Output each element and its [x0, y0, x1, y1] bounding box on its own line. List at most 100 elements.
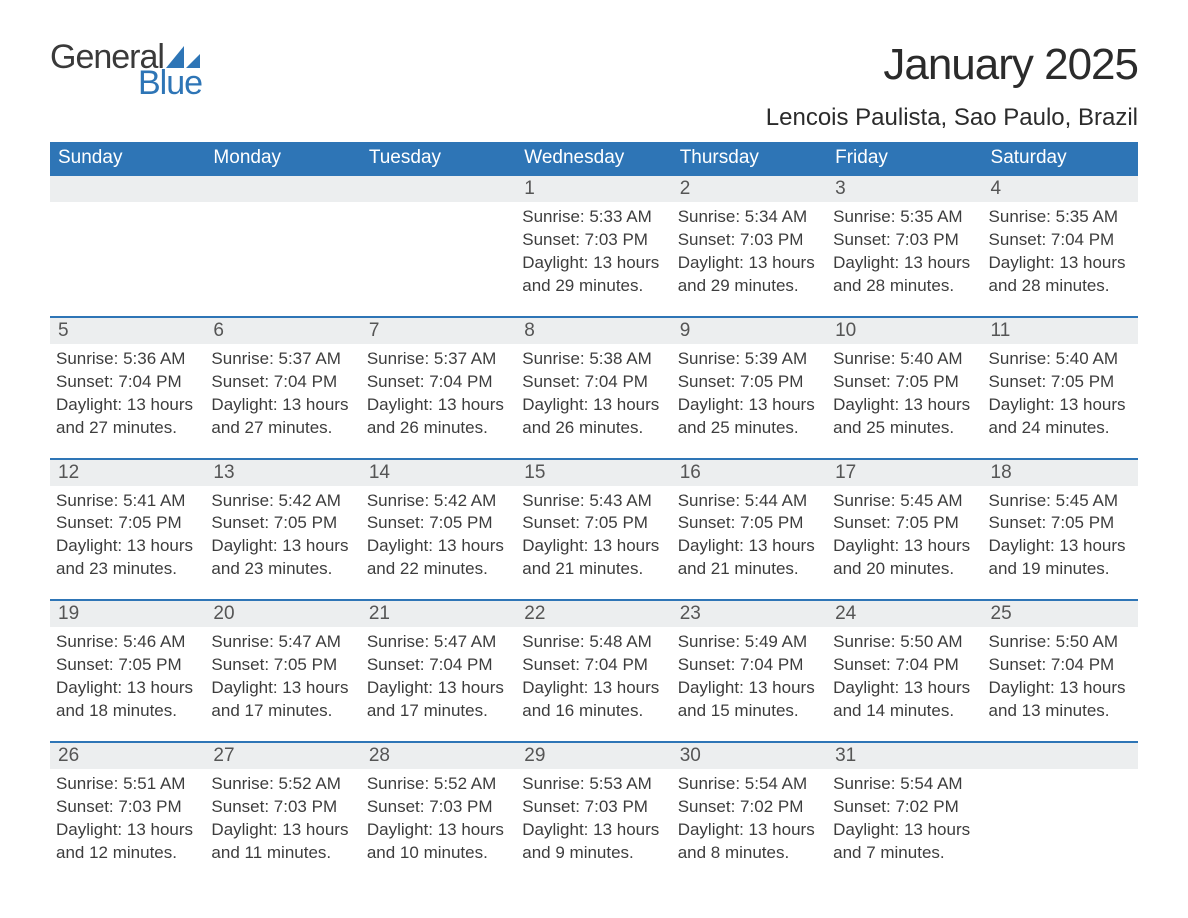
daylight-line-2: and 24 minutes. [989, 417, 1132, 440]
day-detail-cell: Sunrise: 5:54 AMSunset: 7:02 PMDaylight:… [827, 769, 982, 883]
daylight-line-1: Daylight: 13 hours [522, 252, 665, 275]
daylight-line-1: Daylight: 13 hours [56, 535, 199, 558]
daylight-line-1: Daylight: 13 hours [367, 394, 510, 417]
day-number-cell: 26 [50, 742, 205, 769]
sunrise-line: Sunrise: 5:54 AM [833, 773, 976, 796]
sunset-line: Sunset: 7:05 PM [56, 512, 199, 535]
day-detail-cell: Sunrise: 5:39 AMSunset: 7:05 PMDaylight:… [672, 344, 827, 459]
sunrise-line: Sunrise: 5:45 AM [833, 490, 976, 513]
sunset-line: Sunset: 7:04 PM [989, 229, 1132, 252]
sunset-line: Sunset: 7:04 PM [989, 654, 1132, 677]
sunset-line: Sunset: 7:04 PM [367, 654, 510, 677]
daylight-line-1: Daylight: 13 hours [833, 677, 976, 700]
logo-word-blue: Blue [138, 66, 202, 100]
day-number-cell: 6 [205, 317, 360, 344]
day-number-cell: 10 [827, 317, 982, 344]
day-detail-cell: Sunrise: 5:42 AMSunset: 7:05 PMDaylight:… [205, 486, 360, 601]
day-number-cell: 1 [516, 175, 671, 202]
daylight-line-2: and 20 minutes. [833, 558, 976, 581]
day-detail-cell: Sunrise: 5:33 AMSunset: 7:03 PMDaylight:… [516, 202, 671, 317]
day-detail-cell: Sunrise: 5:47 AMSunset: 7:04 PMDaylight:… [361, 627, 516, 742]
daylight-line-2: and 8 minutes. [678, 842, 821, 865]
day-number-cell: 20 [205, 600, 360, 627]
sunrise-line: Sunrise: 5:43 AM [522, 490, 665, 513]
sunrise-line: Sunrise: 5:49 AM [678, 631, 821, 654]
sunrise-line: Sunrise: 5:48 AM [522, 631, 665, 654]
daylight-line-1: Daylight: 13 hours [367, 535, 510, 558]
daylight-line-2: and 10 minutes. [367, 842, 510, 865]
day-detail-cell: Sunrise: 5:42 AMSunset: 7:05 PMDaylight:… [361, 486, 516, 601]
sunrise-line: Sunrise: 5:35 AM [989, 206, 1132, 229]
day-detail-cell: Sunrise: 5:45 AMSunset: 7:05 PMDaylight:… [983, 486, 1138, 601]
day-number-cell: 4 [983, 175, 1138, 202]
day-detail-cell: Sunrise: 5:40 AMSunset: 7:05 PMDaylight:… [827, 344, 982, 459]
day-number-cell: 17 [827, 459, 982, 486]
sunset-line: Sunset: 7:04 PM [522, 654, 665, 677]
day-number-cell: 3 [827, 175, 982, 202]
sunrise-line: Sunrise: 5:38 AM [522, 348, 665, 371]
daylight-line-1: Daylight: 13 hours [367, 819, 510, 842]
day-detail-cell: Sunrise: 5:47 AMSunset: 7:05 PMDaylight:… [205, 627, 360, 742]
daylight-line-1: Daylight: 13 hours [211, 535, 354, 558]
sunset-line: Sunset: 7:05 PM [522, 512, 665, 535]
daylight-line-2: and 9 minutes. [522, 842, 665, 865]
sunset-line: Sunset: 7:04 PM [56, 371, 199, 394]
day-number-cell: 18 [983, 459, 1138, 486]
daylight-line-1: Daylight: 13 hours [56, 394, 199, 417]
day-detail-cell: Sunrise: 5:53 AMSunset: 7:03 PMDaylight:… [516, 769, 671, 883]
daylight-line-1: Daylight: 13 hours [833, 394, 976, 417]
sunrise-line: Sunrise: 5:42 AM [367, 490, 510, 513]
daylight-line-2: and 21 minutes. [678, 558, 821, 581]
daylight-line-1: Daylight: 13 hours [678, 819, 821, 842]
day-detail-cell: Sunrise: 5:38 AMSunset: 7:04 PMDaylight:… [516, 344, 671, 459]
daylight-line-2: and 27 minutes. [56, 417, 199, 440]
weekday-header: Sunday [50, 142, 205, 175]
daylight-line-2: and 17 minutes. [211, 700, 354, 723]
sunrise-line: Sunrise: 5:35 AM [833, 206, 976, 229]
daylight-line-2: and 22 minutes. [367, 558, 510, 581]
day-detail-cell: Sunrise: 5:54 AMSunset: 7:02 PMDaylight:… [672, 769, 827, 883]
weekday-header-row: SundayMondayTuesdayWednesdayThursdayFrid… [50, 142, 1138, 175]
weekday-header: Thursday [672, 142, 827, 175]
sunset-line: Sunset: 7:03 PM [678, 229, 821, 252]
day-detail-row: Sunrise: 5:33 AMSunset: 7:03 PMDaylight:… [50, 202, 1138, 317]
day-number-cell: 2 [672, 175, 827, 202]
daylight-line-2: and 25 minutes. [678, 417, 821, 440]
day-detail-cell: Sunrise: 5:35 AMSunset: 7:04 PMDaylight:… [983, 202, 1138, 317]
day-detail-cell: Sunrise: 5:37 AMSunset: 7:04 PMDaylight:… [361, 344, 516, 459]
sunset-line: Sunset: 7:03 PM [833, 229, 976, 252]
sunset-line: Sunset: 7:04 PM [522, 371, 665, 394]
day-detail-cell: Sunrise: 5:51 AMSunset: 7:03 PMDaylight:… [50, 769, 205, 883]
weekday-header: Wednesday [516, 142, 671, 175]
daylight-line-2: and 18 minutes. [56, 700, 199, 723]
page-header: General Blue January 2025 Lencois Paulis… [50, 40, 1138, 132]
day-number-cell [983, 742, 1138, 769]
sunset-line: Sunset: 7:05 PM [56, 654, 199, 677]
day-number-cell [50, 175, 205, 202]
day-number-cell: 31 [827, 742, 982, 769]
day-number-cell: 29 [516, 742, 671, 769]
day-number-cell: 22 [516, 600, 671, 627]
sunrise-line: Sunrise: 5:45 AM [989, 490, 1132, 513]
daylight-line-2: and 11 minutes. [211, 842, 354, 865]
day-number-cell: 7 [361, 317, 516, 344]
daylight-line-2: and 14 minutes. [833, 700, 976, 723]
sunrise-line: Sunrise: 5:52 AM [367, 773, 510, 796]
daylight-line-1: Daylight: 13 hours [678, 252, 821, 275]
sunset-line: Sunset: 7:03 PM [211, 796, 354, 819]
sunset-line: Sunset: 7:05 PM [833, 371, 976, 394]
sunrise-line: Sunrise: 5:40 AM [989, 348, 1132, 371]
sunrise-line: Sunrise: 5:37 AM [367, 348, 510, 371]
sunset-line: Sunset: 7:03 PM [522, 229, 665, 252]
day-number-cell: 21 [361, 600, 516, 627]
sunrise-line: Sunrise: 5:41 AM [56, 490, 199, 513]
day-detail-cell: Sunrise: 5:52 AMSunset: 7:03 PMDaylight:… [205, 769, 360, 883]
daylight-line-2: and 15 minutes. [678, 700, 821, 723]
day-number-cell: 13 [205, 459, 360, 486]
month-title: January 2025 [766, 40, 1138, 90]
location-text: Lencois Paulista, Sao Paulo, Brazil [766, 104, 1138, 132]
daylight-line-2: and 28 minutes. [989, 275, 1132, 298]
sunrise-line: Sunrise: 5:54 AM [678, 773, 821, 796]
day-number-cell: 25 [983, 600, 1138, 627]
sunrise-line: Sunrise: 5:50 AM [833, 631, 976, 654]
